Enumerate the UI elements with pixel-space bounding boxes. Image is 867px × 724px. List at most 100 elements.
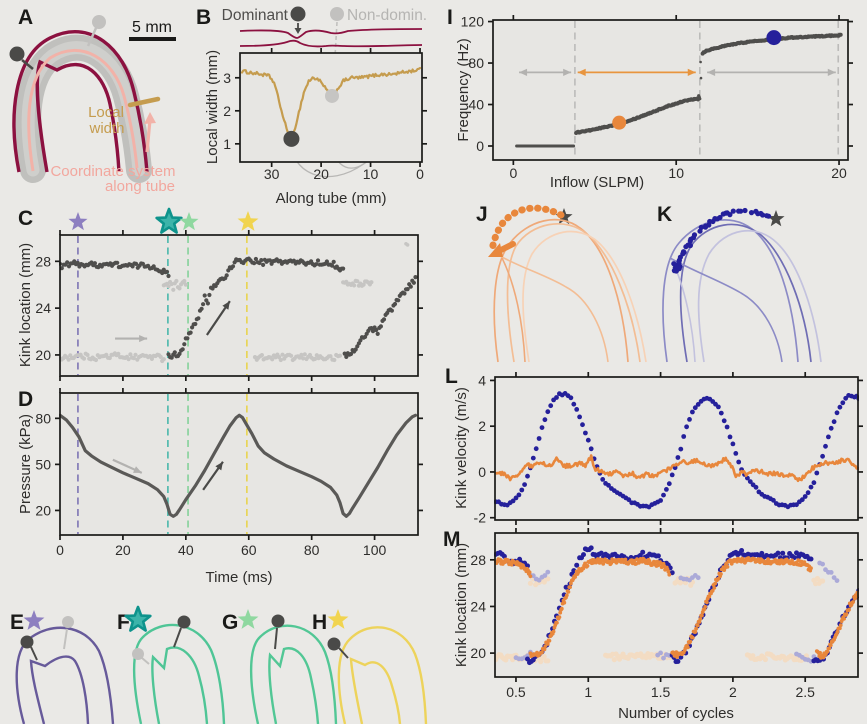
star-yellow: [237, 211, 259, 231]
panel-letter-k: K: [657, 203, 672, 226]
y-tick-label: 2: [223, 103, 231, 119]
tube-inner-trace-2: [501, 257, 526, 363]
legend-dominant-arrow-head: [294, 28, 302, 34]
tube-trace-1: [493, 218, 629, 363]
panel-letter-l: L: [445, 365, 458, 388]
series-group: [494, 391, 859, 510]
panel-letter-f: F: [117, 611, 130, 634]
panel-g: [249, 614, 338, 724]
legend-dominant-label: Dominant: [222, 7, 289, 24]
series-stray-points: [404, 242, 410, 247]
y-tick-label: 0: [476, 138, 484, 154]
coord-label-2: along tube: [105, 178, 175, 195]
y-tick-label: 2: [478, 418, 486, 434]
x-tick-label: 30: [264, 166, 280, 182]
star-purple: [68, 212, 88, 231]
marker-non-resonating-marker: [612, 115, 627, 130]
dominant-kink-leader: [173, 627, 182, 648]
plot-area: [240, 53, 422, 162]
tube-edge-curve-bottom: [239, 39, 423, 48]
tube-inner-edge: [35, 59, 121, 173]
nondominant-kink-leader: [86, 27, 98, 47]
series-group: [59, 242, 418, 364]
star-k: [767, 210, 785, 227]
nondominant-kink-leader: [141, 657, 150, 665]
tube-outline-outer: [15, 626, 115, 724]
panel-k: [662, 207, 822, 363]
tube-trace-3: [522, 230, 647, 363]
kink-trajectory-arrow-head: [488, 243, 503, 257]
dominant-kink-leader: [338, 647, 349, 659]
coordinate-arrow-head: [144, 112, 156, 124]
nondominant-kink-leader: [63, 628, 68, 650]
ticks: 30 20 10 0 1 2 3: [223, 48, 427, 182]
series-group: [494, 545, 859, 666]
series-group: [59, 413, 418, 518]
y-tick-label: 24: [35, 300, 51, 316]
star-h: [327, 609, 349, 629]
series-non-resonating-velocity: [494, 454, 859, 483]
x-tick-label: 0: [56, 542, 64, 558]
local-width-marker: [127, 96, 161, 108]
x-tick-label: 10: [668, 165, 684, 181]
tube-trace-2: [506, 222, 641, 363]
dominant-kink-leader: [21, 59, 34, 70]
panel-j: [488, 204, 647, 363]
i-ylabel: Frequency (Hz): [455, 38, 472, 141]
y-tick-label: 80: [35, 410, 51, 426]
d-xlabel: Time (ms): [206, 569, 273, 586]
dominant-kink-dot: [327, 637, 341, 651]
y-tick-label: 20: [35, 502, 51, 518]
panel-letter-b: B: [196, 6, 211, 29]
ticks: 0 20 40 60 80 100 20 50 80: [35, 388, 423, 558]
tube-outline-inner: [29, 655, 90, 724]
x-tick-label: 0.5: [506, 684, 526, 700]
y-tick-label: 28: [470, 552, 486, 568]
series-pressure-trace: [59, 413, 418, 518]
panel-letter-c: C: [18, 207, 33, 230]
tube-inner-trace-1: [499, 255, 609, 363]
series-resonating-velocity: [494, 391, 859, 510]
y-tick-label: 20: [35, 347, 51, 363]
chart-l: -2 0 2 4: [474, 372, 863, 526]
plot-frame: [239, 52, 423, 163]
y-tick-label: 80: [468, 55, 484, 71]
c-ylabel: Kink location (mm): [17, 243, 34, 367]
tube-trace-3: [697, 229, 822, 363]
panel-h: [327, 626, 428, 724]
kink-trajectory-dots: [488, 204, 565, 255]
panel-letter-m: M: [443, 528, 461, 551]
tube-centerline: [27, 48, 139, 172]
ticks: 0 10 20 0 40 80 120: [461, 14, 853, 181]
dominant-kink-leader: [30, 646, 38, 661]
coord-label-1: Coordinate system: [50, 163, 175, 180]
kink-trajectory-dots: [671, 207, 772, 274]
panel-letter-h: H: [312, 611, 327, 634]
panel-e: [15, 616, 115, 724]
tube-trace-2: [679, 223, 812, 363]
d-ylabel: Pressure (kPa): [17, 414, 34, 514]
x-tick-label: 0: [509, 165, 517, 181]
y-tick-label: 28: [35, 253, 51, 269]
m-xlabel: Number of cycles: [618, 705, 734, 722]
chart-d: 0 20 40 60 80 100 20 50 80: [35, 388, 423, 558]
x-tick-label: 100: [363, 542, 387, 558]
panel-letter-j: J: [476, 203, 488, 226]
chart-m: 0.5 1 1.5 2 2.5 20 24 28: [470, 528, 863, 700]
x-tick-label: 60: [241, 542, 257, 558]
plot-frame: [59, 234, 419, 377]
star-teal: [155, 207, 183, 234]
tube-edge-curve-top: [239, 28, 423, 39]
panel-a: 5 mm Local width Coordinate system along…: [9, 15, 176, 195]
x-tick-label: 10: [363, 166, 379, 182]
tube-outline-inner: [268, 647, 320, 724]
panel-letter-e: E: [10, 611, 24, 634]
scale-bar-label: 5 mm: [132, 19, 172, 36]
dominant-kink-dot: [20, 635, 34, 649]
panel-letter-g: G: [222, 611, 238, 634]
star-green: [179, 212, 199, 231]
tube-outline-inner: [349, 657, 402, 724]
b-ylabel: Local width (mm): [204, 50, 221, 164]
coordinate-arrow-shaft: [145, 119, 152, 153]
